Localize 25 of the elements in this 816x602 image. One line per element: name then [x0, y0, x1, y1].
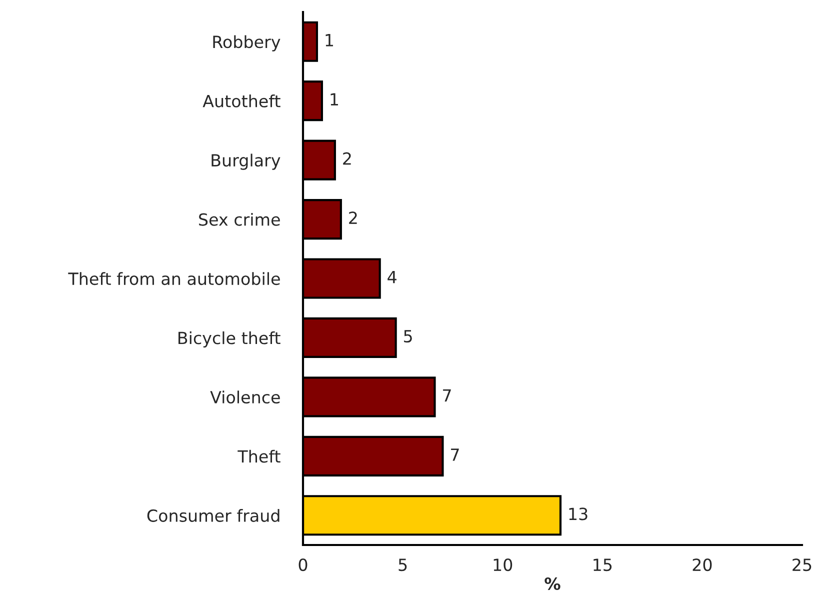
- data-label: 5: [404, 330, 412, 343]
- data-label: 4: [388, 270, 396, 284]
- data-label: 13: [569, 508, 588, 520]
- x-tick-label: 25: [792, 558, 812, 572]
- data-label: 7: [451, 448, 459, 461]
- x-tick-label: 10: [494, 558, 512, 572]
- y-tick-label: Consumer fraud: [147, 509, 280, 522]
- x-tick-label: 0: [298, 558, 308, 572]
- x-tick-label: 5: [398, 558, 407, 572]
- data-label: 2: [343, 152, 351, 165]
- y-tick-label: Sex crime: [199, 212, 280, 226]
- data-label: 7: [443, 389, 451, 402]
- y-tick-label: Violence: [210, 390, 280, 404]
- y-tick-label: Bicycle theft: [178, 331, 280, 348]
- y-tick-label: Robbery: [213, 35, 280, 52]
- y-tick-label: Autotheft: [202, 94, 280, 108]
- data-label: 2: [349, 212, 357, 224]
- x-axis-title: %: [544, 577, 560, 590]
- data-label: 1: [330, 93, 338, 106]
- data-label: 1: [326, 34, 333, 46]
- y-tick-label: Burglary: [212, 154, 280, 170]
- x-tick-label: 15: [594, 558, 612, 572]
- y-tick-label: Theft: [238, 450, 280, 463]
- x-tick-label: 20: [692, 558, 712, 572]
- y-tick-label: Theft from an automobile: [68, 272, 280, 286]
